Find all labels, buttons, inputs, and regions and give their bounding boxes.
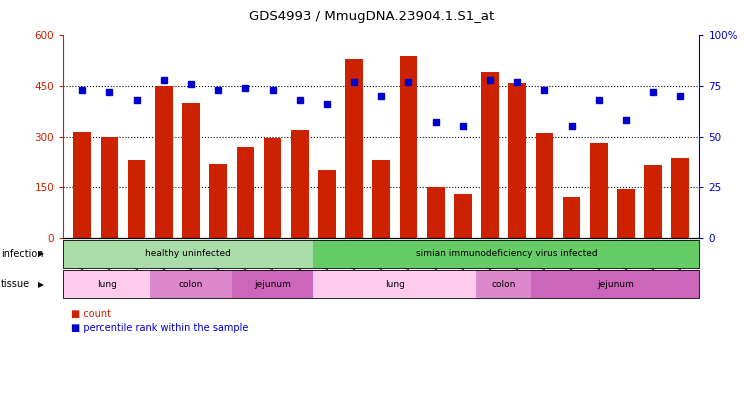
Text: lung: lung (385, 280, 405, 288)
Bar (427, 187, 444, 238)
Bar (617, 189, 635, 238)
Bar (74, 132, 91, 238)
Text: tissue: tissue (1, 279, 30, 289)
Bar (373, 160, 390, 238)
Text: lung: lung (97, 280, 117, 288)
Bar (263, 138, 281, 238)
Text: ▶: ▶ (38, 250, 44, 258)
Bar (155, 86, 173, 238)
Bar (536, 133, 554, 238)
Text: colon: colon (492, 280, 516, 288)
Text: ■ percentile rank within the sample: ■ percentile rank within the sample (71, 323, 248, 333)
Bar (209, 163, 227, 238)
Bar (508, 83, 526, 238)
Bar (318, 170, 336, 238)
Text: infection: infection (1, 249, 43, 259)
Bar (672, 158, 689, 238)
Text: simian immunodeficiency virus infected: simian immunodeficiency virus infected (416, 250, 597, 258)
Bar (590, 143, 608, 238)
Bar (237, 147, 254, 238)
Text: jejunum: jejunum (254, 280, 291, 288)
Text: ▶: ▶ (38, 280, 44, 288)
Text: colon: colon (179, 280, 203, 288)
Bar (128, 160, 146, 238)
Text: jejunum: jejunum (597, 280, 634, 288)
Bar (562, 197, 580, 238)
Text: GDS4993 / MmugDNA.23904.1.S1_at: GDS4993 / MmugDNA.23904.1.S1_at (249, 10, 495, 23)
Bar (100, 136, 118, 238)
Bar (644, 165, 662, 238)
Text: ■ count: ■ count (71, 309, 111, 319)
Bar (345, 59, 363, 238)
Bar (454, 194, 472, 238)
Text: healthy uninfected: healthy uninfected (145, 250, 231, 258)
Bar (400, 55, 417, 238)
Bar (481, 72, 499, 238)
Bar (182, 103, 200, 238)
Bar (291, 130, 309, 238)
